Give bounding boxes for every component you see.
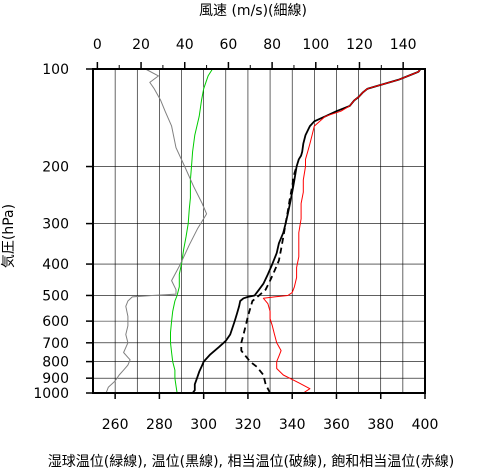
left-tick-label: 300	[42, 217, 69, 233]
top-tick-label: 120	[346, 37, 373, 53]
bottom-tick-label: 340	[279, 417, 306, 433]
top-tick-label: 0	[93, 37, 102, 53]
top-axis-title: 風速 (m/s)(細線)	[199, 3, 307, 19]
series-line-4	[105, 68, 208, 394]
left-tick-label: 700	[42, 336, 69, 352]
bottom-tick-label: 280	[146, 417, 173, 433]
bottom-tick-label: 380	[367, 417, 394, 433]
bottom-axis-title: 湿球温位(緑線), 温位(黒線), 相当温位(破線), 飽和相当温位(赤線)	[48, 453, 454, 470]
top-tick-label: 20	[132, 37, 150, 53]
top-tick-label: 60	[220, 37, 238, 53]
y-axis-title: 気圧(hPa)	[1, 204, 17, 268]
top-tick-label: 40	[176, 37, 194, 53]
series-layer	[105, 68, 422, 394]
series-line-3	[262, 68, 421, 394]
grid-layer	[93, 68, 425, 394]
left-tick-label: 800	[42, 355, 69, 371]
bottom-tick-label: 300	[190, 417, 217, 433]
left-tick-label: 600	[42, 314, 69, 330]
top-tick-label: 100	[302, 37, 329, 53]
bottom-tick-label: 400	[412, 417, 439, 433]
left-tick-label: 900	[42, 371, 69, 387]
labels-layer: 260 280 300 320 340 360 380 400 0 20 40 60 80 100 120 1…	[33, 37, 438, 433]
left-tick-label: 400	[42, 257, 69, 273]
left-tick-label: 200	[42, 160, 69, 176]
plot-frame	[92, 68, 426, 394]
bottom-tick-label: 260	[102, 417, 129, 433]
left-tick-label: 1000	[33, 386, 69, 402]
series-line-0	[170, 68, 213, 394]
series-line-1	[191, 68, 422, 394]
series-line-2	[240, 166, 298, 394]
left-tick-label: 100	[42, 62, 69, 78]
left-tick-label: 500	[42, 288, 69, 304]
top-tick-label: 80	[263, 37, 281, 53]
bottom-tick-label: 360	[323, 417, 350, 433]
ticks-layer	[86, 62, 426, 399]
top-tick-label: 140	[390, 37, 417, 53]
bottom-tick-label: 320	[235, 417, 262, 433]
